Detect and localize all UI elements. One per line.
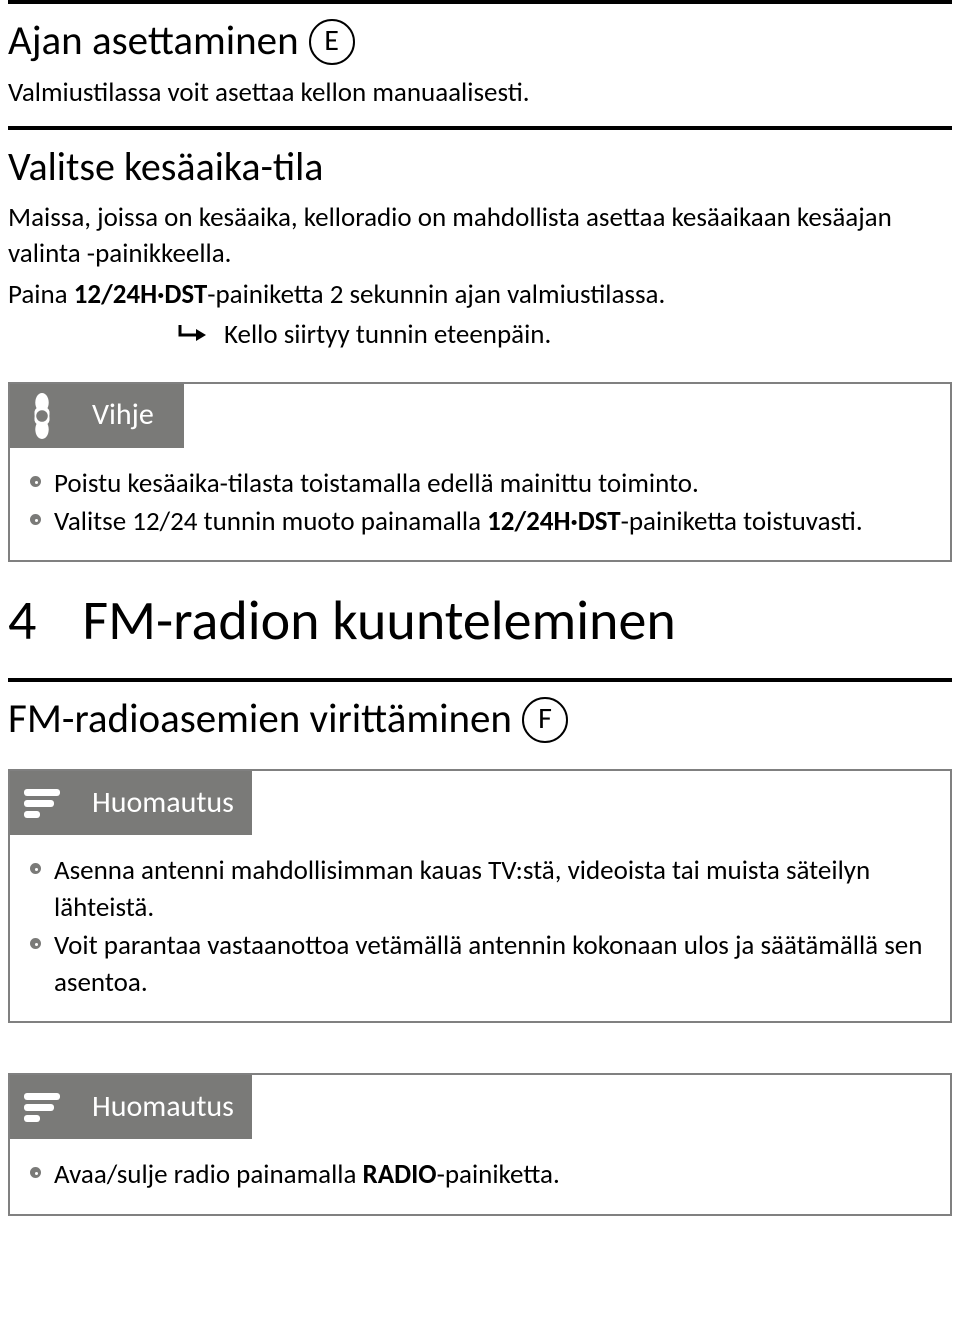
bullet-icon — [30, 476, 41, 487]
chapter-number: 4 — [8, 584, 36, 660]
asterisk-flower-icon — [19, 393, 65, 439]
callout-title: Huomautus — [74, 771, 252, 835]
text: Poistu kesäaika-tilasta toistamalla edel… — [54, 467, 699, 500]
heading-dst: Valitse kesäaika-tila — [8, 140, 952, 194]
note-item: Voit parantaa vastaanottoa vetämällä ant… — [28, 928, 932, 1001]
text: -painiketta toistuvasti. — [621, 505, 863, 538]
note-icon-box — [10, 771, 74, 835]
text: Voit parantaa vastaanottoa vetämällä ant… — [54, 929, 922, 998]
tip-icon-box — [10, 384, 74, 448]
text: Avaa/sulje radio painamalla — [54, 1158, 363, 1191]
note-item: Avaa/sulje radio painamalla RADIO-painik… — [28, 1157, 932, 1193]
note-callout: Huomautus Avaa/sulje radio painamalla RA… — [8, 1073, 952, 1215]
result-line: Kello siirtyy tunnin eteenpäin. — [8, 317, 952, 353]
button-label: 12/24H·DST — [74, 278, 207, 311]
bullet-icon — [30, 514, 41, 525]
bullet-icon — [30, 938, 41, 949]
divider — [8, 0, 952, 4]
text: Valitse 12/24 tunnin muoto painamalla — [54, 505, 487, 538]
heading-text: Ajan asettaminen — [8, 14, 299, 69]
text: -painiketta. — [437, 1158, 560, 1191]
callout-body: Avaa/sulje radio painamalla RADIO-painik… — [10, 1139, 950, 1213]
result-arrow-icon — [178, 323, 208, 345]
callout-header: Huomautus — [10, 1075, 950, 1139]
heading-time-setting: Ajan asettaminen E — [8, 14, 952, 69]
callout-header: Huomautus — [10, 771, 950, 835]
note-lines-icon — [22, 1090, 62, 1124]
chapter-title: FM-radion kuunteleminen — [82, 584, 675, 660]
text: Paina — [8, 278, 74, 311]
callout-body: Poistu kesäaika-tilasta toistamalla edel… — [10, 448, 950, 561]
callout-title: Huomautus — [74, 1075, 252, 1139]
tip-item: Poistu kesäaika-tilasta toistamalla edel… — [28, 466, 932, 502]
text: Asenna antenni mahdollisimman kauas TV:s… — [54, 854, 870, 923]
callout-header: Vihje — [10, 384, 950, 448]
button-label: 12/24H·DST — [487, 505, 620, 538]
bullet-icon — [30, 863, 41, 874]
paragraph: Valmiustilassa voit asettaa kellon manua… — [8, 75, 952, 111]
reference-letter-e: E — [309, 19, 355, 65]
text: -painiketta 2 sekunnin ajan valmiustilas… — [207, 278, 665, 311]
divider — [8, 126, 952, 130]
button-label: RADIO — [363, 1158, 437, 1191]
chapter-heading: 4 FM-radion kuunteleminen — [8, 584, 952, 660]
divider — [8, 678, 952, 682]
tip-callout: Vihje Poistu kesäaika-tilasta toistamall… — [8, 382, 952, 563]
result-text: Kello siirtyy tunnin eteenpäin. — [224, 317, 551, 353]
callout-body: Asenna antenni mahdollisimman kauas TV:s… — [10, 835, 950, 1021]
note-item: Asenna antenni mahdollisimman kauas TV:s… — [28, 853, 932, 926]
heading-fm-tuning: FM-radioasemien virittäminen F — [8, 692, 952, 747]
callout-title: Vihje — [74, 384, 184, 448]
instruction: Paina 12/24H·DST-painiketta 2 sekunnin a… — [8, 277, 952, 313]
heading-text: FM-radioasemien virittäminen — [8, 692, 512, 747]
note-callout: Huomautus Asenna antenni mahdollisimman … — [8, 769, 952, 1023]
tip-item: Valitse 12/24 tunnin muoto painamalla 12… — [28, 504, 932, 540]
note-icon-box — [10, 1075, 74, 1139]
reference-letter-f: F — [522, 697, 568, 743]
heading-text: Valitse kesäaika-tila — [8, 140, 323, 194]
paragraph: Maissa, joissa on kesäaika, kelloradio o… — [8, 200, 952, 273]
bullet-icon — [30, 1167, 41, 1178]
note-lines-icon — [22, 786, 62, 820]
